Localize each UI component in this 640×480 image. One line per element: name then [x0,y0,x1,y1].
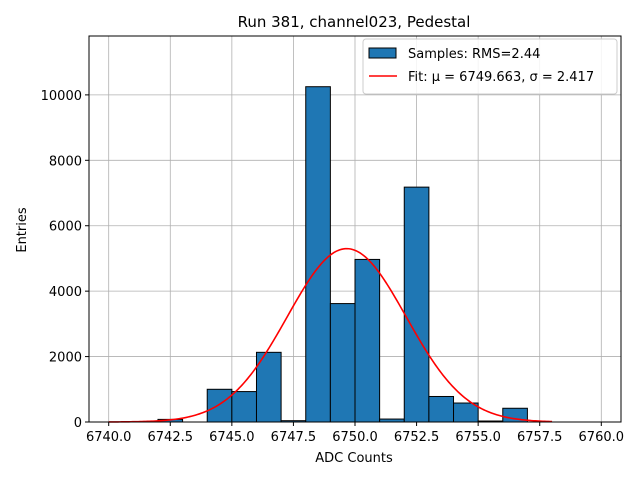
y-tick-label: 8000 [49,154,82,169]
x-axis-label: ADC Counts [315,451,393,466]
x-tick-label: 6750.0 [332,430,378,445]
histogram-bar [255,351,282,423]
histogram-bar [453,402,479,423]
x-tick-label: 6740.0 [86,430,132,445]
histogram-bar [354,258,381,423]
legend-label-samples: Samples: RMS=2.44 [408,47,540,62]
histogram-bar [231,391,257,423]
histogram-bar [206,388,233,423]
histogram-bars [157,86,528,423]
histogram-bar [329,303,356,423]
x-tick-label: 6755.0 [455,430,501,445]
legend: Samples: RMS=2.44 Fit: μ = 6749.663, σ =… [362,38,618,95]
histogram-bar [305,86,331,423]
y-axis-ticks: 0 2000 4000 6000 8000 10000 [41,89,89,431]
x-tick-label: 6747.5 [271,430,317,445]
y-tick-label: 10000 [41,89,82,104]
x-tick-label: 6752.5 [394,430,440,445]
x-tick-label: 6745.0 [209,430,255,445]
legend-label-fit: Fit: μ = 6749.663, σ = 2.417 [408,70,594,85]
chart-title: Run 381, channel023, Pedestal [238,13,471,31]
fit-curve [108,247,553,423]
y-axis-label: Entries [15,207,30,253]
histogram-bar [428,395,455,423]
fit-curve-group [108,247,553,423]
histogram-bar [403,186,430,423]
x-tick-label: 6742.5 [148,430,194,445]
y-tick-label: 2000 [49,351,82,366]
x-tick-label: 6757.5 [517,430,563,445]
y-tick-label: 0 [74,416,82,431]
legend-swatch-samples [368,47,397,59]
x-tick-label: 6760.0 [579,430,625,445]
legend-box [362,38,618,95]
x-axis-ticks: 6740.0 6742.5 6745.0 6747.5 6750.0 6752.5 6755… [86,422,624,445]
y-tick-label: 6000 [49,220,82,235]
y-tick-label: 4000 [49,285,82,300]
